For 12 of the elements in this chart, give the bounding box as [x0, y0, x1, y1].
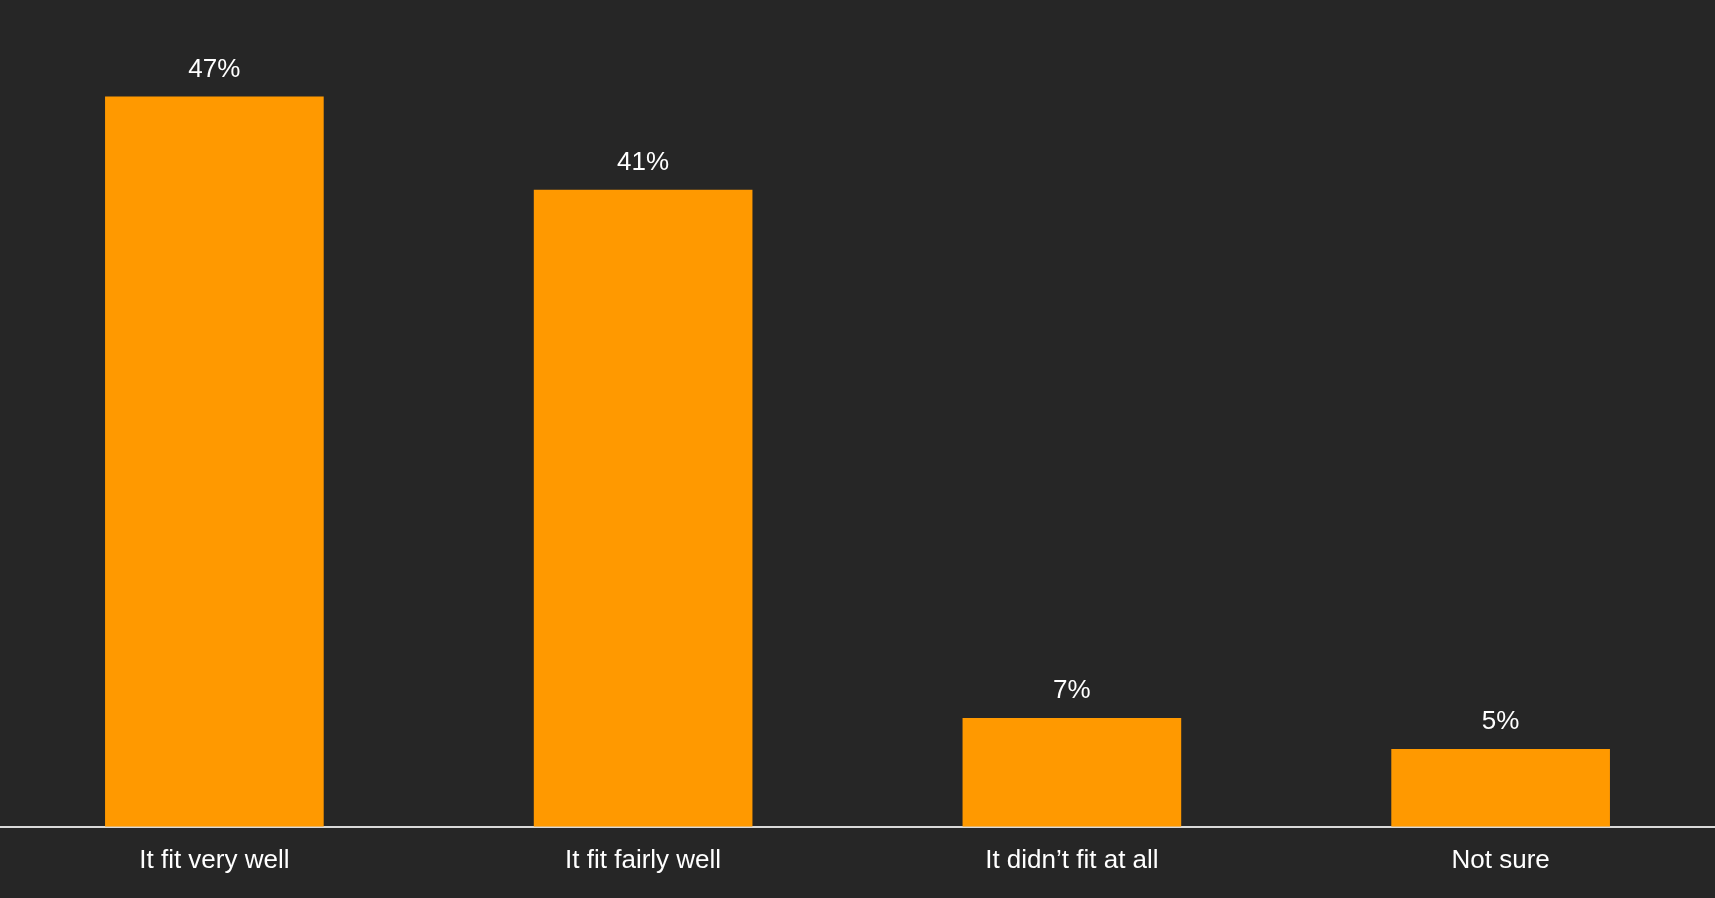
x-tick-label: It didn’t fit at all: [985, 843, 1159, 874]
bar: [533, 189, 753, 827]
x-tick-label: Not sure: [1451, 843, 1550, 874]
data-label: 7%: [1053, 674, 1091, 705]
bar: [1391, 749, 1610, 827]
data-label: 41%: [617, 146, 670, 176]
bar: [962, 718, 1182, 827]
x-tick-label: It fit fairly well: [565, 843, 722, 874]
x-tick-label: It fit very well: [139, 843, 290, 874]
data-label: 47%: [188, 52, 241, 83]
bar: [105, 96, 324, 827]
data-label: 5%: [1481, 705, 1520, 736]
